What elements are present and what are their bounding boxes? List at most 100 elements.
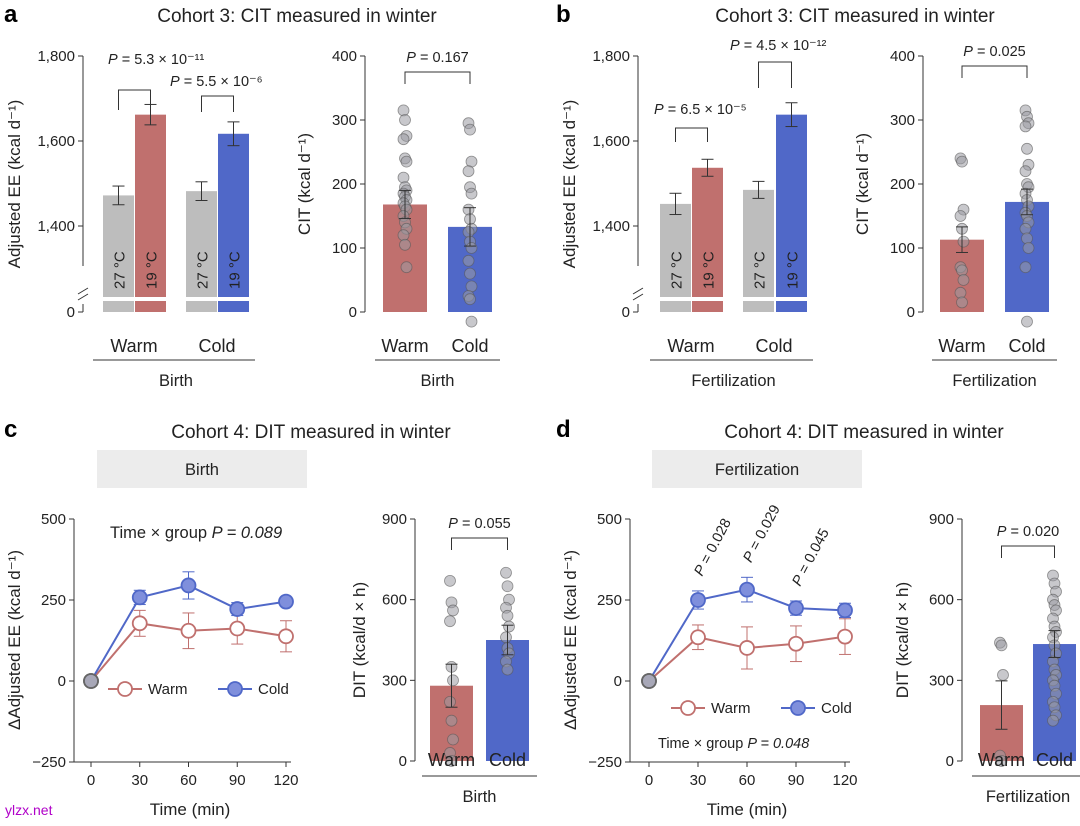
panel-d2-cat-0: Warm	[978, 750, 1025, 770]
panel-a2-point-1-6	[462, 203, 475, 216]
panel-b2-ytick-label: 200	[890, 176, 915, 193]
panel-a2-point-0-1	[399, 114, 411, 126]
panel-a-bar-2	[186, 191, 217, 297]
panel-b2-point-1-15	[1019, 222, 1032, 235]
panel-c-banner-label: Birth	[185, 461, 219, 479]
panel-b-bar-1-label: 19 °C	[701, 251, 718, 289]
panel-c-xlabel: Time (min)	[150, 800, 231, 819]
panel-c-xtick-label: 30	[131, 772, 148, 789]
panel-b-bar-2-base	[743, 301, 774, 312]
panel-a-axis-break	[77, 287, 89, 301]
panel-a2-xlabel: Birth	[421, 372, 455, 390]
panel-d-series-1-point-4	[837, 602, 853, 619]
panel-b-group-cold: Cold	[755, 336, 792, 356]
panel-a-ytick-label: 0	[67, 304, 75, 321]
panel-c2-point-0-8	[447, 733, 459, 746]
panel-c2-ytick-label: 900	[382, 511, 407, 528]
panel-d2-ytick-label: 0	[946, 753, 954, 770]
panel-a-bracket-0	[118, 89, 151, 110]
panel-d-series-0-point-4	[837, 628, 853, 645]
panel-b2-point-0-5	[957, 235, 970, 248]
panel-b2-point-1-3	[1019, 120, 1032, 133]
panel-d-annotation: Time × group P = 0.048	[658, 736, 809, 752]
panel-c-series-0-point-1	[131, 615, 148, 632]
panel-c2-point-0-6	[444, 695, 456, 708]
panel-d2-bracket	[1001, 545, 1055, 558]
panel-a2-ytick-label: 400	[332, 48, 357, 65]
panel-c2-cat-0: Warm	[428, 750, 475, 770]
panel-letter-c: c	[4, 416, 17, 443]
panel-a-ytick-label: 1,800	[37, 48, 75, 65]
panel-d-xlabel: Time (min)	[707, 800, 788, 819]
panel-b-xlabel: Fertilization	[691, 372, 775, 390]
panel-d2-point-0-2	[997, 669, 1009, 681]
panel-a2-point-1-3	[462, 165, 475, 178]
panel-a2-point-1-13	[464, 267, 476, 280]
panel-b2-cat-0: Warm	[938, 336, 985, 356]
panel-c2-ytick-label: 0	[399, 753, 407, 770]
panel-c-series-1-point-2	[180, 577, 197, 594]
panel-c-series-0-point-2	[180, 622, 197, 639]
panel-d-xtick-label: 60	[739, 772, 756, 789]
panel-d-series-1-point-3	[788, 600, 804, 616]
panel-c2-ylabel: DIT (kcal/d × h)	[350, 582, 369, 698]
panel-a2-pvalue: P = 0.167	[406, 50, 468, 66]
panel-b2-ytick-label: 400	[890, 48, 915, 65]
panel-c-ytick-label: −250	[32, 754, 66, 771]
panel-d2-pvalue: P = 0.020	[997, 524, 1059, 540]
panel-d-ytick-label: −250	[588, 754, 622, 771]
panel-a2-point-1-5	[465, 187, 478, 200]
panel-b-title: Cohort 3: CIT measured in winter	[715, 6, 995, 27]
panel-a2-point-1-17	[465, 315, 478, 328]
panel-d-legend-cold-marker	[790, 700, 806, 716]
panel-b-ytick-label: 1,600	[592, 133, 630, 150]
panel-a-group-cold: Cold	[198, 336, 235, 356]
panel-c-annotation: Time × group P = 0.089	[110, 524, 282, 542]
panel-a2-bracket	[404, 71, 471, 84]
panel-c2-point-1-4	[501, 609, 514, 622]
panel-d-ytick-label: 500	[597, 511, 622, 528]
panel-d2-point-0-1	[995, 639, 1008, 652]
panel-d-series-0-point-1	[690, 629, 706, 646]
panel-c-series-1-point-4	[278, 593, 294, 610]
panel-b2-point-1-17	[1022, 242, 1035, 254]
panel-b-bar-1	[692, 167, 723, 297]
panel-d-series-1-point-0	[641, 673, 657, 689]
panel-d-legend-warm-label: Warm	[711, 700, 750, 717]
panel-d-series-1-point-2	[739, 581, 755, 598]
panel-c-series-1-point-3	[229, 601, 246, 617]
panel-d-xtick-label: 0	[645, 772, 653, 789]
panel-a2-ytick-label: 100	[332, 240, 357, 257]
panel-a-ylabel: Adjusted EE (kcal d⁻¹)	[5, 100, 24, 269]
panel-b2-point-0-1	[956, 155, 968, 168]
panel-d-point-pvalue-2: P = 0.045	[789, 526, 832, 589]
panel-letter-a: a	[4, 1, 18, 28]
panel-a-bar-3	[218, 133, 249, 297]
panel-d2-cat-1: Cold	[1036, 750, 1073, 770]
panel-d-series-1-point-1	[690, 592, 706, 608]
panel-a2-ylabel: CIT (kcal d⁻¹)	[295, 133, 314, 235]
panel-b-ytick-label: 1,400	[592, 218, 630, 235]
panel-d-xtick-label: 90	[788, 772, 805, 789]
panel-b-bracket-0	[675, 127, 708, 142]
panel-a2-ytick-label: 300	[332, 112, 357, 129]
panel-b2-ytick-label: 100	[890, 240, 915, 257]
panel-a2-point-0-20	[400, 261, 413, 274]
panel-a2-point-1-12	[462, 254, 475, 267]
panel-b-bar-0	[660, 203, 691, 297]
panel-a-break-gap	[101, 297, 251, 301]
panel-d-point-pvalue-0: P = 0.028	[691, 516, 734, 579]
panel-b2-point-0-8	[957, 274, 970, 286]
panel-d2-point-1-21	[1047, 714, 1059, 727]
panel-b2-point-1-18	[1019, 261, 1032, 274]
panel-a2-point-0-19	[399, 238, 411, 251]
panel-c-series-1-point-1	[131, 589, 148, 606]
panel-d-xtick-label: 120	[832, 772, 857, 789]
panel-a-pvalue-0: P = 5.3 × 10⁻¹¹	[108, 52, 204, 68]
panel-c2-ytick-label: 600	[382, 592, 407, 609]
panel-a-bar-0-base	[103, 301, 134, 312]
panel-c2-point-1-10	[501, 663, 514, 676]
panel-b2-point-0-9	[954, 286, 967, 299]
panel-b2-ytick-label: 0	[907, 304, 915, 321]
panel-b2-point-1-19	[1021, 315, 1033, 328]
